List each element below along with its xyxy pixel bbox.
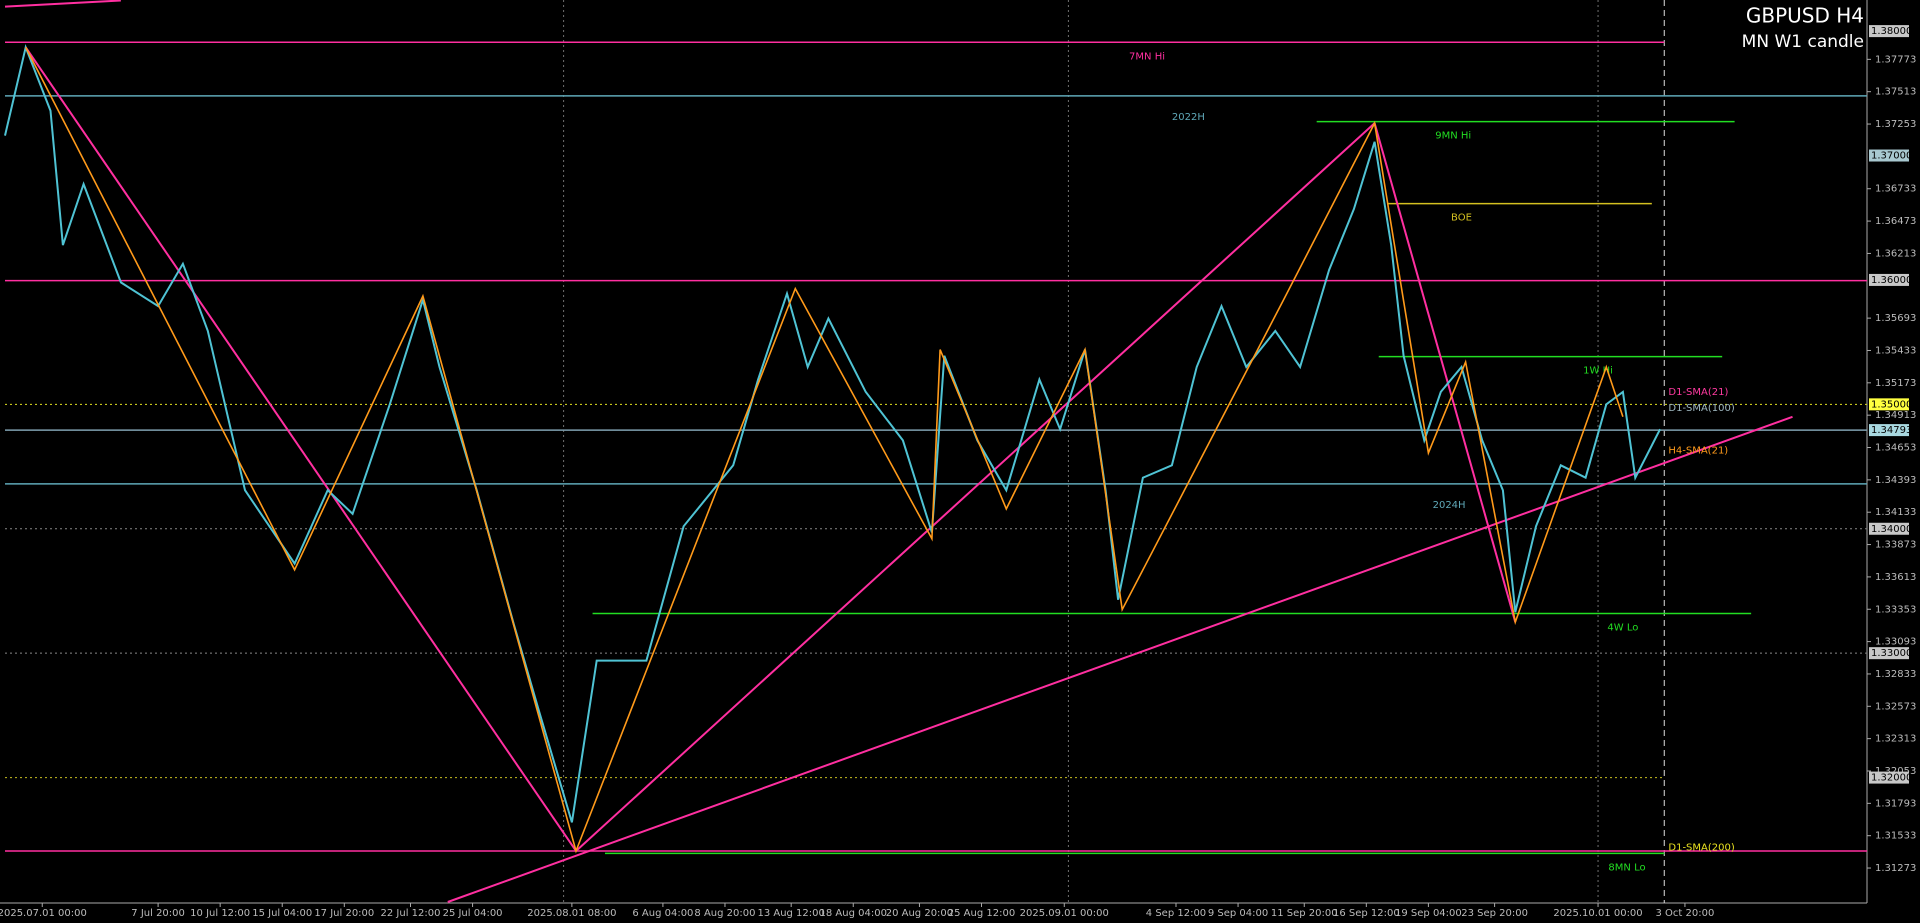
price-label: 1.36000 [1871, 275, 1912, 286]
price-label: 1.34793 [1871, 425, 1912, 436]
x-tick-label: 2025.07.01 00:00 [0, 908, 87, 919]
y-tick-label: 1.37253 [1875, 119, 1916, 130]
price-label: 1.38000 [1871, 26, 1912, 37]
price-label-box [1869, 424, 1909, 437]
x-tick-label: 18 Aug 04:00 [820, 908, 887, 919]
x-tick-label: 17 Jul 20:00 [314, 908, 374, 919]
price-label: 1.37000 [1871, 151, 1912, 162]
x-tick-label: 13 Aug 12:00 [757, 908, 824, 919]
y-tick-label: 1.36733 [1875, 184, 1916, 195]
price-label: 1.34000 [1871, 524, 1912, 535]
level-label: 2022H [1172, 112, 1205, 123]
y-tick-label: 1.32573 [1875, 701, 1916, 712]
y-tick-label: 1.33353 [1875, 604, 1916, 615]
y-tick-label: 1.34653 [1875, 443, 1916, 454]
x-tick-label: 19 Sep 04:00 [1395, 908, 1462, 919]
y-tick-label: 1.31273 [1875, 863, 1916, 874]
x-tick-label: 25 Aug 12:00 [948, 908, 1015, 919]
x-tick-label: 16 Sep 12:00 [1333, 908, 1400, 919]
indicator-label: H4-SMA(21) [1668, 445, 1728, 456]
chart-title: GBPUSD H4 [1746, 4, 1864, 28]
y-tick-label: 1.36213 [1875, 248, 1916, 259]
trendline [1373, 122, 1517, 623]
x-tick-label: 6 Aug 04:00 [632, 908, 693, 919]
y-tick-label: 1.37773 [1875, 54, 1916, 65]
price-label: 1.32000 [1871, 773, 1912, 784]
y-tick-label: 1.35693 [1875, 313, 1916, 324]
level-label: 7MN Hi [1129, 51, 1165, 62]
y-tick-label: 1.31793 [1875, 798, 1916, 809]
y-tick-label: 1.31533 [1875, 831, 1916, 842]
x-tick-label: 10 Jul 12:00 [190, 908, 250, 919]
price-label-box [1869, 522, 1909, 535]
x-tick-label: 22 Jul 12:00 [381, 908, 441, 919]
x-tick-label: 15 Jul 04:00 [252, 908, 312, 919]
y-tick-label: 1.33613 [1875, 572, 1916, 583]
x-tick-label: 7 Jul 20:00 [131, 908, 185, 919]
price-label-box [1869, 647, 1909, 660]
indicator-label: D1-SMA(21) [1668, 387, 1728, 398]
x-tick-label: 9 Sep 04:00 [1208, 908, 1268, 919]
level-label: 1W Hi [1583, 366, 1613, 377]
level-label: 2024H [1433, 500, 1466, 511]
indicator-label: D1-SMA(200) [1668, 842, 1734, 853]
x-tick-label: 23 Sep 20:00 [1461, 908, 1528, 919]
level-label: 4W Lo [1607, 622, 1638, 633]
price-label-box [1869, 771, 1909, 784]
trendline [24, 46, 577, 852]
y-tick-label: 1.32313 [1875, 734, 1916, 745]
x-tick-label: 20 Aug 20:00 [886, 908, 953, 919]
x-tick-label: 8 Aug 20:00 [694, 908, 755, 919]
price-label-box [1869, 25, 1909, 38]
level-label: 8MN Lo [1608, 862, 1645, 873]
level-label: BOE [1451, 213, 1472, 224]
x-tick-label: 2025.08.01 08:00 [527, 908, 616, 919]
price-label: 1.33000 [1871, 648, 1912, 659]
y-tick-label: 1.32053 [1875, 766, 1916, 777]
price-label-box [1869, 149, 1909, 162]
x-tick-label: 25 Jul 04:00 [443, 908, 503, 919]
y-tick-label: 1.32833 [1875, 669, 1916, 680]
indicator-label: D1-SMA(100) [1668, 403, 1734, 414]
price-label-box [1869, 398, 1909, 411]
price-label-box [1869, 273, 1909, 286]
y-tick-label: 1.34393 [1875, 475, 1916, 486]
level-label: 9MN Hi [1435, 131, 1471, 142]
y-tick-label: 1.37513 [1875, 87, 1916, 98]
y-tick-label: 1.34133 [1875, 507, 1916, 518]
x-tick-label: 11 Sep 20:00 [1271, 908, 1338, 919]
x-tick-label: 4 Sep 12:00 [1146, 908, 1206, 919]
trendline [447, 415, 1793, 903]
trendline [575, 122, 1376, 852]
x-tick-label: 3 Oct 20:00 [1656, 908, 1715, 919]
y-tick-label: 1.35173 [1875, 378, 1916, 389]
price-label: 1.35000 [1871, 399, 1912, 410]
zigzag-line [24, 46, 1624, 854]
y-tick-label: 1.35433 [1875, 345, 1916, 356]
y-tick-label: 1.33093 [1875, 637, 1916, 648]
y-tick-label: 1.36473 [1875, 216, 1916, 227]
chart-subtitle: MN W1 candle [1742, 32, 1864, 52]
x-tick-label: 2025.09.01 00:00 [1020, 908, 1109, 919]
y-tick-label: 1.33873 [1875, 540, 1916, 551]
x-tick-label: 2025.10.01 00:00 [1553, 908, 1642, 919]
y-tick-label: 1.34913 [1875, 410, 1916, 421]
trendline [4, 0, 121, 8]
